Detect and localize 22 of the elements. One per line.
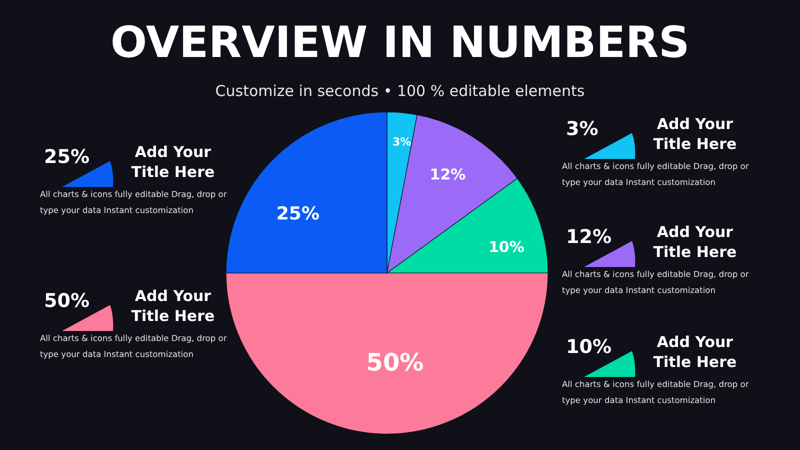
text: Add Your Title Here — [130, 142, 216, 182]
text: 50% — [44, 290, 90, 312]
data-label: 25% — [276, 203, 320, 224]
data-label: 50% — [366, 348, 424, 376]
text: All charts & icons fully editable Drag, drop or type your data Instant customization — [562, 160, 750, 189]
text: 3% — [566, 118, 598, 140]
chart-subtitle: Customize in seconds • 100 % editable elements — [214, 82, 586, 100]
text: All charts & icons fully editable Drag, drop or type your data Instant customization — [40, 188, 228, 217]
data-label: 3% — [392, 135, 412, 148]
data-label: 10% — [488, 238, 524, 256]
text: 12% — [566, 226, 612, 248]
text: Add Your Title Here — [652, 114, 738, 154]
data-label: 12% — [430, 166, 466, 184]
text: All charts & icons fully editable Drag, drop or type your data Instant customization — [562, 378, 750, 407]
text: Add Your Title Here — [652, 222, 738, 262]
chart-title: OVERVIEW IN NUMBERS — [109, 18, 691, 68]
text: All charts & icons fully editable Drag, drop or type your data Instant customization — [40, 332, 228, 361]
text: 10% — [566, 336, 612, 358]
text: Add Your Title Here — [130, 286, 216, 326]
text: Add Your Title Here — [652, 332, 738, 372]
text: 25% — [44, 146, 90, 168]
text: All charts & icons fully editable Drag, drop or type your data Instant customization — [562, 268, 750, 297]
